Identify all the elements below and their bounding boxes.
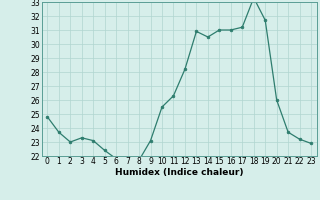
X-axis label: Humidex (Indice chaleur): Humidex (Indice chaleur)	[115, 168, 244, 177]
